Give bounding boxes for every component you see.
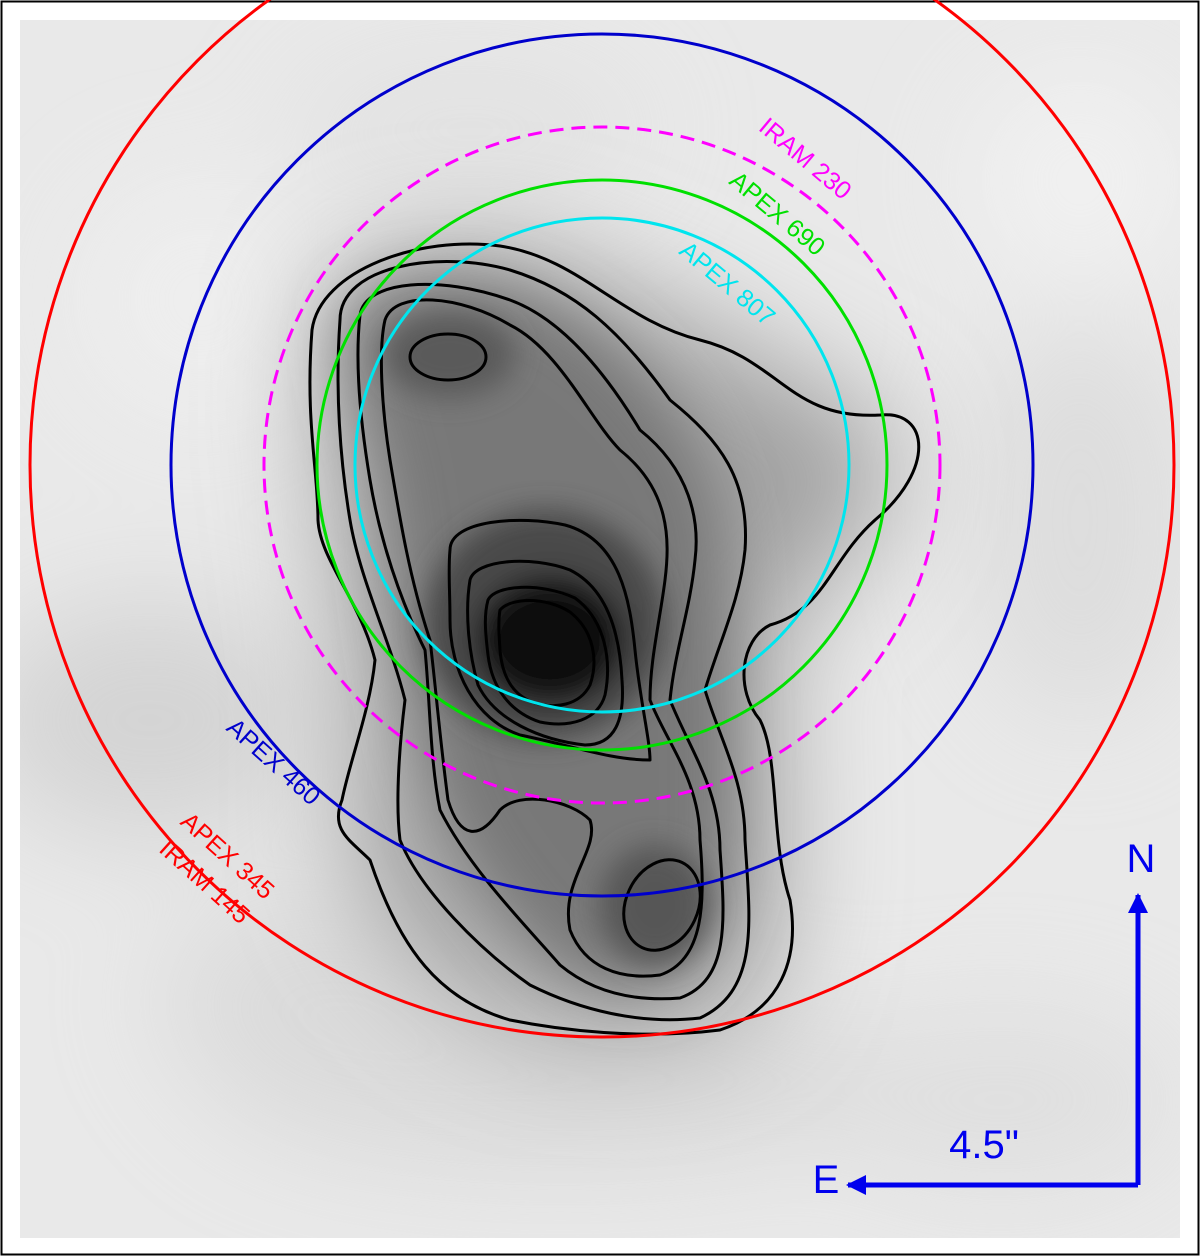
scale-label: 4.5": [949, 1123, 1019, 1167]
beam-circle-apex-345-iram-145: [28, 0, 1176, 1039]
contour-level-3: [356, 282, 725, 1001]
contour-level-1: [308, 242, 921, 1036]
intensity-map: [20, 20, 1180, 1238]
contour-level-8: [497, 599, 596, 708]
orientation-indicator: N E 4.5": [813, 837, 1156, 1202]
east-label: E: [813, 1158, 840, 1202]
contour-peak-south: [622, 858, 702, 952]
beam-circles: [28, 0, 1176, 1039]
contour-level-5: [447, 518, 652, 762]
beam-circle-iram-230: [262, 125, 942, 805]
beam-circle-apex-807: [353, 216, 851, 714]
beam-circle-apex-690: [315, 178, 889, 752]
north-label: N: [1127, 837, 1156, 881]
beam-circle-apex-460: [169, 32, 1035, 898]
contour-level-2: [336, 260, 751, 1022]
contour-peak-north: [408, 332, 488, 382]
contour-level-6: [466, 559, 625, 747]
